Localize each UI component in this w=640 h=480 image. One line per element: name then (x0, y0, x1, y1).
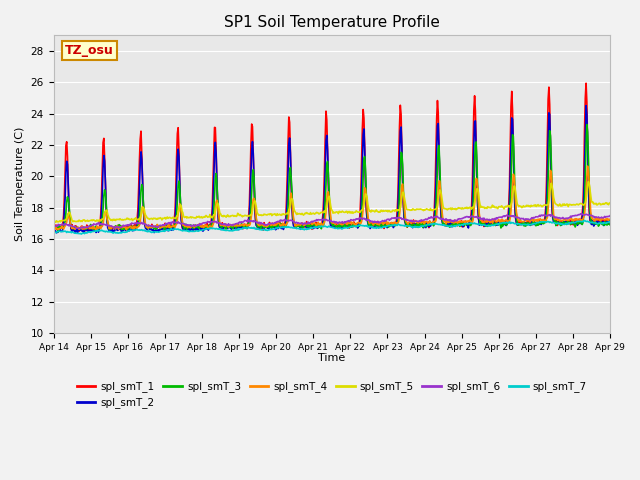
spl_smT_2 (606, 218, 614, 224)
spl_smT_3 (204, 225, 211, 231)
spl_smT_5 (118, 217, 125, 223)
spl_smT_7 (118, 230, 125, 236)
spl_smT_2 (118, 229, 125, 235)
spl_smT_7 (204, 226, 211, 232)
spl_smT_3 (606, 222, 614, 228)
spl_smT_7 (50, 230, 58, 236)
spl_smT_1 (118, 227, 125, 232)
spl_smT_4 (584, 163, 591, 169)
spl_smT_4 (417, 219, 424, 225)
spl_smT_2 (61, 208, 68, 214)
spl_smT_3 (417, 220, 424, 226)
spl_smT_5 (417, 206, 424, 212)
spl_smT_7 (174, 226, 182, 232)
spl_smT_2 (582, 103, 590, 108)
spl_smT_2 (417, 221, 424, 227)
spl_smT_7 (60, 228, 67, 234)
spl_smT_4 (174, 211, 182, 216)
Line: spl_smT_5: spl_smT_5 (54, 181, 610, 223)
spl_smT_5 (401, 193, 408, 199)
spl_smT_5 (50, 219, 58, 225)
spl_smT_2 (401, 215, 408, 221)
spl_smT_6 (60, 222, 67, 228)
spl_smT_3 (54, 229, 62, 235)
Line: spl_smT_1: spl_smT_1 (54, 83, 610, 231)
spl_smT_3 (583, 121, 591, 127)
spl_smT_6 (401, 216, 408, 222)
spl_smT_7 (77, 231, 85, 237)
spl_smT_4 (60, 226, 67, 232)
spl_smT_6 (606, 213, 614, 218)
spl_smT_2 (174, 146, 182, 152)
spl_smT_4 (401, 201, 408, 207)
spl_smT_4 (50, 227, 58, 232)
Line: spl_smT_2: spl_smT_2 (54, 106, 610, 233)
Line: spl_smT_6: spl_smT_6 (54, 214, 610, 228)
spl_smT_6 (577, 211, 584, 216)
spl_smT_1 (417, 218, 424, 224)
spl_smT_6 (111, 226, 118, 231)
spl_smT_6 (118, 224, 125, 230)
spl_smT_7 (606, 219, 614, 225)
spl_smT_1 (50, 223, 58, 228)
spl_smT_3 (61, 222, 68, 228)
spl_smT_7 (580, 217, 588, 223)
spl_smT_3 (118, 227, 125, 232)
spl_smT_1 (204, 221, 211, 227)
spl_smT_7 (417, 224, 424, 229)
spl_smT_5 (51, 220, 58, 226)
Legend: spl_smT_1, spl_smT_2, spl_smT_3, spl_smT_4, spl_smT_5, spl_smT_6, spl_smT_7: spl_smT_1, spl_smT_2, spl_smT_3, spl_smT… (72, 377, 591, 412)
spl_smT_4 (118, 225, 125, 230)
spl_smT_1 (582, 80, 590, 86)
spl_smT_6 (174, 219, 182, 225)
spl_smT_5 (204, 215, 211, 220)
Text: TZ_osu: TZ_osu (65, 44, 113, 57)
spl_smT_3 (401, 205, 408, 211)
spl_smT_2 (204, 226, 211, 231)
Y-axis label: Soil Temperature (C): Soil Temperature (C) (15, 127, 25, 241)
spl_smT_6 (50, 224, 58, 229)
spl_smT_4 (92, 227, 100, 233)
Title: SP1 Soil Temperature Profile: SP1 Soil Temperature Profile (224, 15, 440, 30)
spl_smT_5 (61, 217, 68, 223)
X-axis label: Time: Time (318, 353, 346, 363)
spl_smT_6 (417, 218, 424, 224)
spl_smT_5 (584, 179, 592, 184)
spl_smT_7 (401, 223, 408, 228)
spl_smT_2 (50, 228, 58, 234)
Line: spl_smT_3: spl_smT_3 (54, 124, 610, 232)
spl_smT_2 (52, 230, 60, 236)
Line: spl_smT_7: spl_smT_7 (54, 220, 610, 234)
spl_smT_3 (50, 225, 58, 231)
spl_smT_1 (76, 228, 83, 234)
spl_smT_1 (174, 125, 182, 131)
Line: spl_smT_4: spl_smT_4 (54, 166, 610, 230)
spl_smT_5 (606, 200, 614, 205)
spl_smT_4 (204, 225, 211, 230)
spl_smT_1 (606, 219, 614, 225)
spl_smT_3 (174, 183, 182, 189)
spl_smT_6 (204, 218, 211, 224)
spl_smT_1 (60, 213, 67, 218)
spl_smT_4 (606, 216, 614, 222)
spl_smT_1 (401, 216, 408, 221)
spl_smT_5 (174, 209, 182, 215)
